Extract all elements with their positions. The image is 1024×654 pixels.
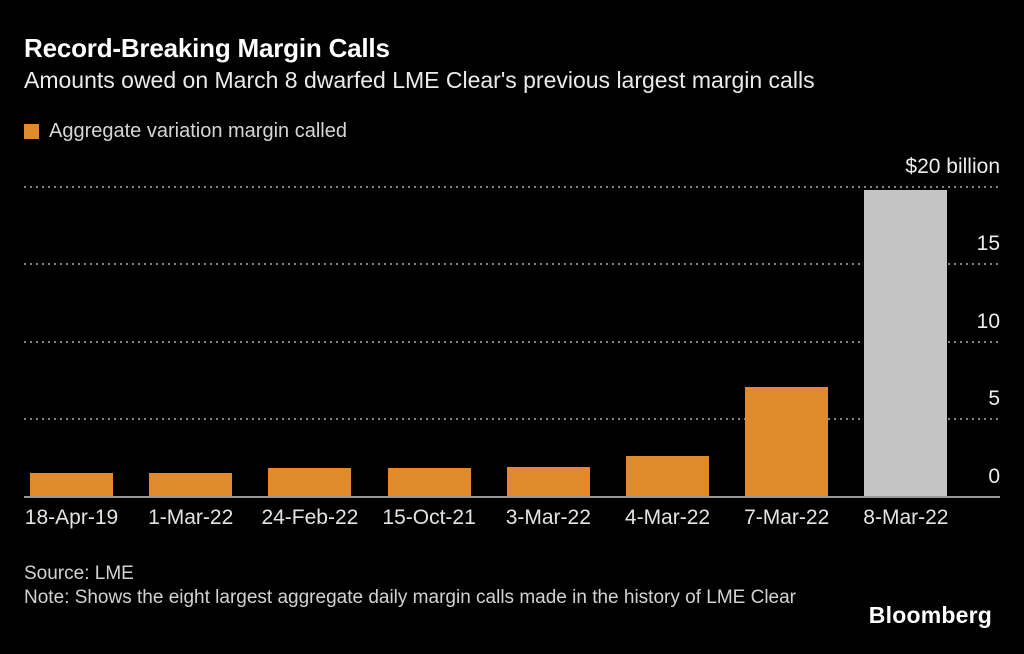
gridline-15 <box>24 263 1000 266</box>
source-text: Source: LME <box>24 563 134 584</box>
x-tick-label-3-Mar-22: 3-Mar-22 <box>505 506 591 529</box>
gridline-20 <box>24 185 1000 188</box>
bar-8-Mar-22 <box>864 190 948 496</box>
chart-title: Record-Breaking Margin Calls <box>24 33 390 63</box>
legend-swatch-icon <box>24 124 39 139</box>
x-tick-label-4-Mar-22: 4-Mar-22 <box>624 506 711 529</box>
legend: Aggregate variation margin called <box>24 120 347 143</box>
note-text: Note: Shows the eight largest aggregate … <box>24 587 797 608</box>
y-tick-label-10: 10 <box>976 309 1000 333</box>
x-tick-label-15-Oct-21: 15-Oct-21 <box>382 506 476 529</box>
y-tick-label-0: 0 <box>988 465 1000 488</box>
bar-4-Mar-22 <box>626 455 709 496</box>
x-axis-labels: 18-Apr-19 1-Mar-22 24-Feb-22 15-Oct-21 3-Mar… <box>0 506 1024 534</box>
gridline-5 <box>24 418 1000 421</box>
bar-7-Mar-22 <box>745 387 829 496</box>
bar-3-Mar-22 <box>506 466 590 496</box>
x-tick-label-7-Mar-22: 7-Mar-22 <box>744 506 830 529</box>
y-tick-label-5: 5 <box>988 387 1000 411</box>
x-axis-line <box>24 496 1000 498</box>
gridline-10 <box>24 340 1000 343</box>
plot-area: 0 5 10 15 $20 billion <box>24 150 1000 498</box>
bar-18-Apr-19 <box>30 472 113 496</box>
x-tick-label-8-Mar-22: 8-Mar-22 <box>863 506 949 529</box>
x-tick-label-18-Apr-19: 18-Apr-19 <box>24 506 119 529</box>
x-tick-label-24-Feb-22: 24-Feb-22 <box>261 506 359 529</box>
bar-1-Mar-22 <box>149 472 233 496</box>
y-tick-label-15: 15 <box>976 232 1000 256</box>
bloomberg-logo: Bloomberg <box>868 602 992 628</box>
x-tick-label-1-Mar-22: 1-Mar-22 <box>148 506 234 529</box>
chart-subtitle: Amounts owed on March 8 dwarfed LME Clea… <box>24 67 815 93</box>
bar-15-Oct-21 <box>387 468 471 496</box>
y-tick-label-20: $20 billion <box>905 154 1000 178</box>
bar-24-Feb-22 <box>268 468 352 496</box>
legend-label: Aggregate variation margin called <box>49 120 347 142</box>
